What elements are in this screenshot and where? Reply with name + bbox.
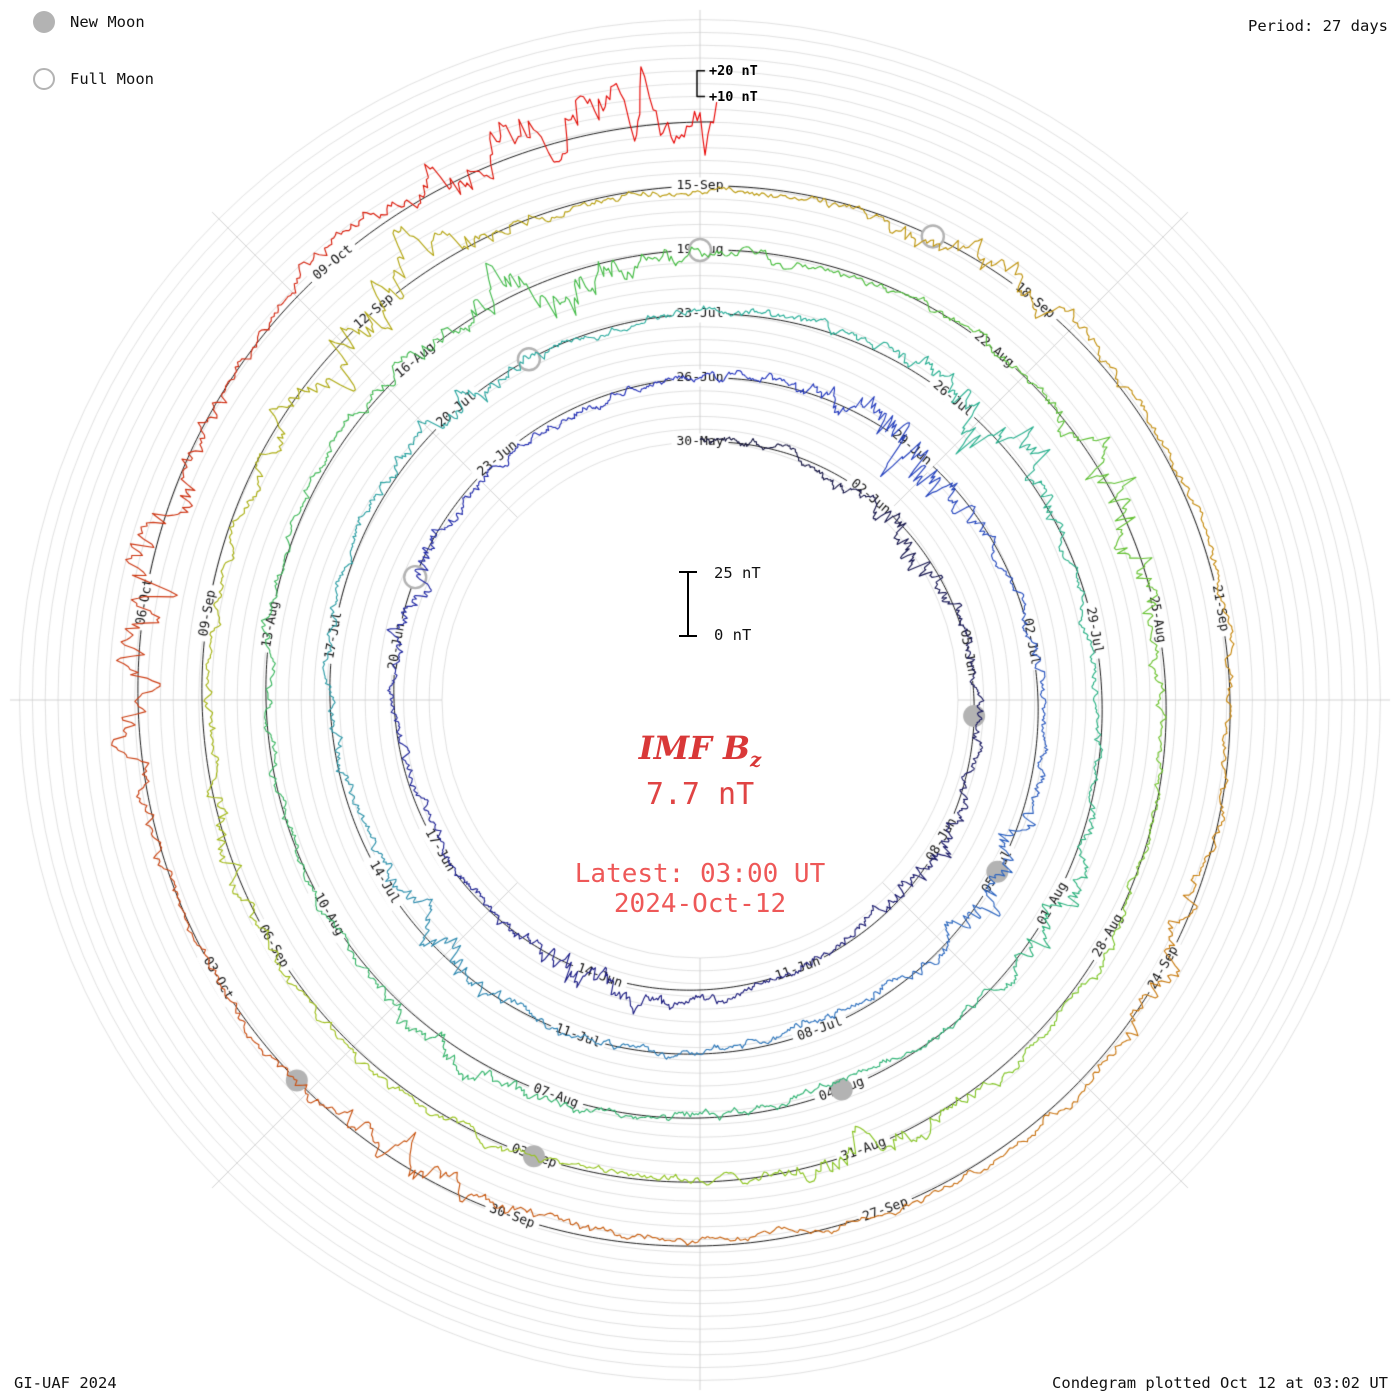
new-moon-label: New Moon — [70, 13, 145, 31]
credit-label: GI-UAF 2024 — [14, 1374, 117, 1392]
outer-scale-plus20-label: +20 nT — [709, 63, 758, 79]
moon-legend: New Moon Full Moon — [33, 11, 154, 90]
current-value: 7.7 nT — [645, 777, 755, 812]
new-moon-icon — [33, 11, 55, 33]
full-moon-label: Full Moon — [70, 70, 154, 88]
latest-time-line: Latest: 03:00 UT — [574, 859, 826, 889]
chart-title-text: IMF B — [638, 729, 751, 767]
nt-scale-bar-line — [687, 573, 689, 635]
chart-title: IMF Bz — [0, 729, 1400, 771]
latest-date-line: 2024-Oct-12 — [613, 889, 787, 919]
legend-full-moon: Full Moon — [33, 68, 154, 90]
full-moon-icon — [33, 68, 55, 90]
chart-title-subscript: z — [750, 747, 762, 772]
nt-scale-bar — [679, 571, 697, 637]
outer-scale-plus10-label: +10 nT — [709, 89, 758, 105]
scale-top-label: 25 nT — [714, 564, 761, 582]
plotted-label: Condegram plotted Oct 12 at 03:02 UT — [1052, 1374, 1388, 1392]
legend-new-moon: New Moon — [33, 11, 154, 33]
scale-bottom-label: 0 nT — [714, 626, 752, 644]
latest-timestamp: Latest: 03:00 UT 2024-Oct-12 — [0, 859, 1400, 919]
period-label: Period: 27 days — [1248, 17, 1388, 35]
